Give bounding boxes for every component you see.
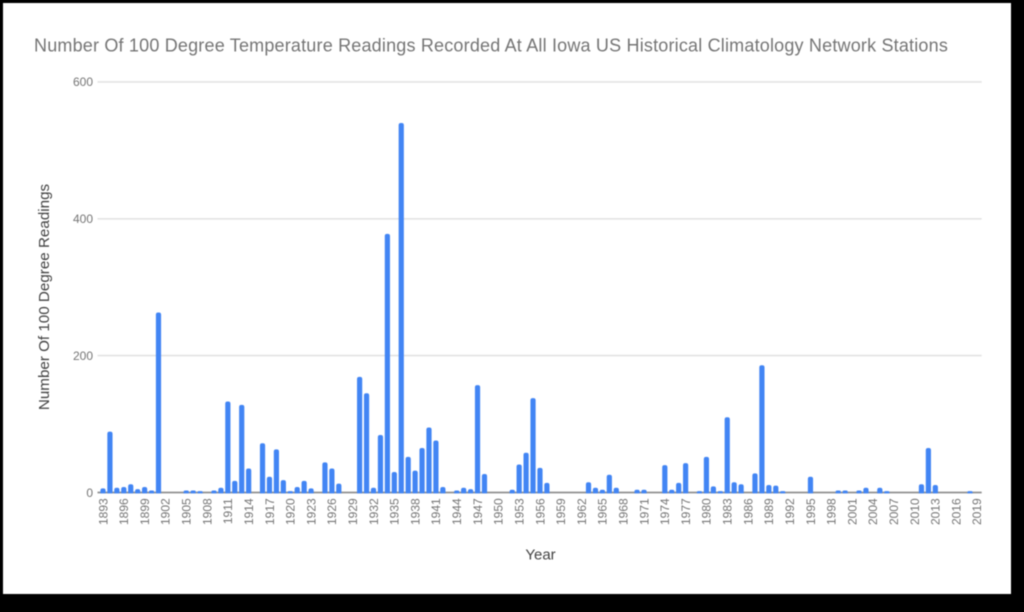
svg-text:1911: 1911 [221, 498, 235, 524]
svg-text:1962: 1962 [575, 498, 589, 525]
svg-text:1917: 1917 [263, 498, 277, 525]
svg-text:1974: 1974 [658, 498, 672, 525]
svg-text:1929: 1929 [346, 498, 360, 525]
svg-text:1896: 1896 [117, 498, 131, 525]
svg-text:1980: 1980 [700, 498, 714, 525]
svg-text:1920: 1920 [284, 498, 298, 525]
svg-text:1938: 1938 [408, 498, 422, 525]
svg-text:2001: 2001 [845, 498, 859, 525]
svg-text:1959: 1959 [554, 498, 568, 525]
svg-text:2004: 2004 [866, 498, 880, 525]
svg-text:1914: 1914 [242, 498, 256, 525]
svg-text:2010: 2010 [908, 498, 922, 525]
svg-text:1932: 1932 [367, 498, 381, 525]
svg-text:1995: 1995 [804, 498, 818, 525]
svg-text:1893: 1893 [96, 498, 110, 525]
svg-text:200: 200 [73, 349, 93, 363]
svg-text:1953: 1953 [512, 498, 526, 525]
svg-text:1989: 1989 [762, 498, 776, 525]
svg-text:Number Of 100 Degree Readings: Number Of 100 Degree Readings [36, 183, 53, 410]
svg-text:1977: 1977 [679, 498, 693, 525]
svg-text:1968: 1968 [617, 498, 631, 525]
svg-text:1950: 1950 [492, 498, 506, 525]
svg-text:1956: 1956 [533, 498, 547, 525]
svg-text:1923: 1923 [304, 498, 318, 525]
svg-text:1983: 1983 [721, 498, 735, 525]
svg-text:1935: 1935 [388, 498, 402, 525]
svg-text:2019: 2019 [970, 498, 984, 525]
svg-text:1998: 1998 [825, 498, 839, 525]
svg-text:1971: 1971 [637, 498, 651, 525]
svg-text:600: 600 [73, 75, 93, 89]
svg-text:1902: 1902 [159, 498, 173, 525]
svg-text:1965: 1965 [596, 498, 610, 525]
svg-text:1986: 1986 [741, 498, 755, 525]
svg-text:1905: 1905 [180, 498, 194, 525]
svg-text:Year: Year [525, 547, 555, 564]
svg-text:1941: 1941 [429, 498, 443, 525]
svg-text:2007: 2007 [887, 498, 901, 525]
svg-text:2016: 2016 [949, 498, 963, 525]
svg-text:400: 400 [73, 212, 93, 226]
svg-text:Number Of 100 Degree Temperatu: Number Of 100 Degree Temperature Reading… [34, 36, 948, 56]
svg-text:1926: 1926 [325, 498, 339, 525]
svg-text:1899: 1899 [138, 498, 152, 525]
svg-text:1944: 1944 [450, 498, 464, 525]
svg-text:0: 0 [86, 486, 93, 500]
svg-text:2013: 2013 [929, 498, 943, 525]
svg-text:1908: 1908 [200, 498, 214, 525]
svg-text:1947: 1947 [471, 498, 485, 525]
svg-text:1992: 1992 [783, 498, 797, 525]
